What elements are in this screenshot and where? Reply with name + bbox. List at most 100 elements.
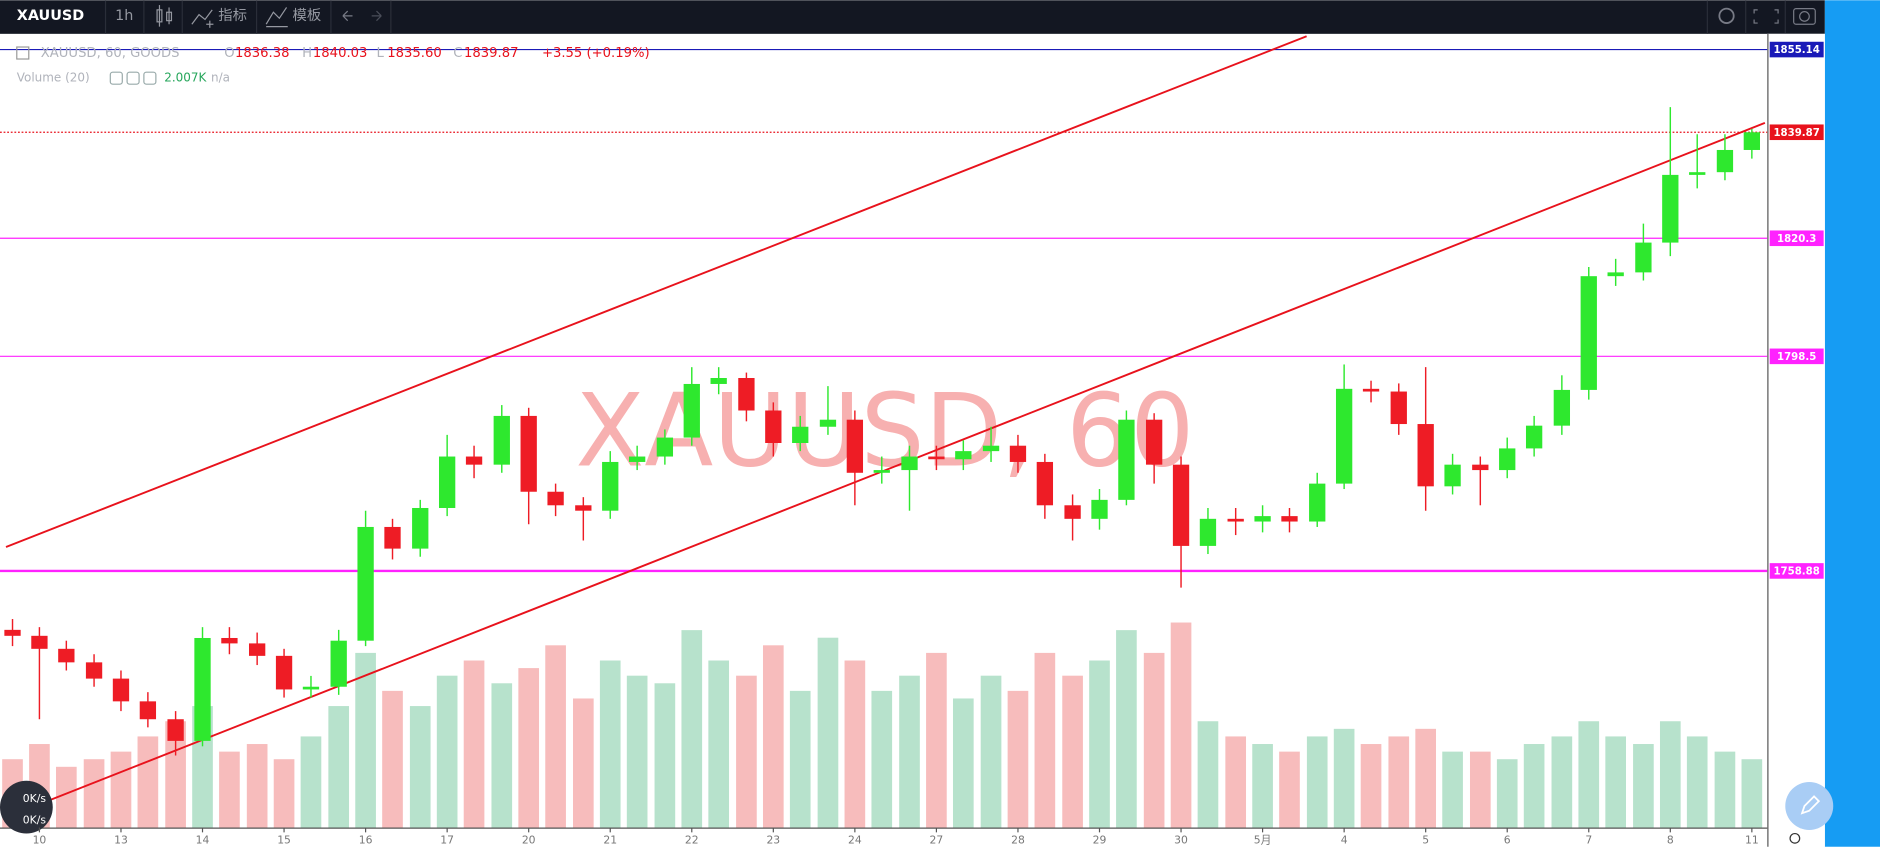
volume-bar — [56, 766, 77, 828]
volume-bar — [980, 675, 1002, 828]
volume-bar — [762, 645, 784, 828]
volume-bar — [491, 683, 513, 828]
price-label-box — [1769, 41, 1824, 58]
candle-body — [547, 491, 564, 506]
candle-body — [384, 526, 401, 549]
volume-bar — [952, 698, 974, 828]
volume-bar — [110, 751, 132, 828]
candle-body — [656, 437, 674, 457]
volume-bar — [844, 660, 866, 828]
volume-bar — [599, 660, 621, 828]
volume-bar — [1415, 728, 1437, 828]
candle-body — [1417, 424, 1434, 487]
volume-bar — [1551, 736, 1573, 828]
volume-bar — [1062, 675, 1083, 828]
toolbar — [0, 0, 1825, 34]
candle-body — [901, 456, 918, 471]
volume-bar — [1116, 630, 1137, 828]
volume-bar — [463, 660, 485, 828]
volume-icons[interactable] — [109, 71, 157, 85]
x-tick-label: 28 — [1011, 834, 1025, 847]
volume-bar — [137, 736, 159, 828]
candle-body — [873, 470, 890, 473]
x-tick-label: 22 — [685, 834, 699, 847]
candle-body — [846, 419, 864, 473]
candle-body — [1662, 174, 1679, 243]
volume-bar — [1496, 759, 1518, 828]
volume-bar — [1523, 744, 1545, 828]
candle-body — [1145, 419, 1163, 465]
redo-button[interactable] — [371, 10, 382, 22]
legend-toggle[interactable] — [16, 46, 30, 60]
chart-type-button[interactable] — [156, 5, 173, 27]
price-label-box — [1769, 348, 1824, 365]
x-tick-label: 8 — [1667, 834, 1674, 847]
edit-button[interactable] — [1785, 781, 1834, 830]
volume-bar — [1360, 744, 1382, 828]
x-tick-label: 30 — [1174, 834, 1188, 847]
candle-body — [1064, 505, 1081, 519]
volume-value: 2.007K — [164, 71, 207, 85]
snapshot-button[interactable] — [1793, 8, 1816, 25]
x-tick-label: 5 — [1422, 834, 1429, 847]
speed-down: 0K/s — [23, 813, 47, 826]
volume-bar — [708, 660, 730, 828]
candle-body — [412, 507, 429, 549]
candle-body — [683, 383, 700, 438]
candle-body — [248, 643, 266, 656]
volume-bar — [1252, 744, 1273, 828]
x-tick-label: 15 — [277, 834, 291, 847]
volume-bar — [409, 706, 431, 828]
legend-series: XAUUSD, 60, GOODS — [41, 46, 180, 61]
x-tick-label: 27 — [930, 834, 944, 847]
volume-ma: n/a — [211, 71, 230, 85]
candle-body — [1607, 272, 1624, 277]
x-tick-label: 14 — [196, 834, 210, 847]
candle-body — [1281, 516, 1298, 522]
price-label: 1798.5 — [1777, 352, 1816, 363]
candle-body — [575, 505, 592, 511]
x-tick-label: 11 — [1745, 834, 1759, 847]
trendline — [5, 35, 1307, 548]
candle-body — [1444, 464, 1461, 487]
volume-bar — [789, 690, 811, 828]
symbol-button[interactable]: XAUUSD — [17, 8, 84, 24]
candle-body — [167, 719, 184, 741]
x-tick-label: 23 — [766, 834, 780, 847]
candle-body — [1227, 518, 1244, 522]
volume-bar — [572, 698, 594, 828]
volume-legend: Volume (20) — [17, 71, 90, 85]
candle-body — [1254, 516, 1271, 522]
candle-body — [1309, 483, 1326, 522]
templates-button[interactable]: 模板 — [293, 6, 322, 24]
price-label: 1758.88 — [1773, 567, 1819, 578]
plot: XAUUSD, 60 — [0, 35, 1768, 828]
candle-body — [31, 635, 48, 649]
undo-button[interactable] — [342, 10, 353, 22]
candle-body — [520, 415, 537, 492]
volume-bar — [1225, 736, 1247, 828]
volume-bar — [681, 630, 703, 828]
candle-body — [1499, 448, 1516, 471]
settings-button[interactable] — [1718, 7, 1735, 24]
indicators-icon — [191, 9, 214, 28]
candle-body — [1036, 461, 1054, 506]
interval-button[interactable]: 1h — [115, 8, 133, 24]
price-label-box — [1769, 230, 1824, 247]
fullscreen-button[interactable] — [1753, 9, 1779, 24]
volume-bar — [300, 736, 322, 828]
legend-label: H — [302, 46, 312, 61]
legend-value: 1835.60 — [387, 46, 441, 61]
candle-body — [330, 640, 347, 687]
candle-body — [139, 701, 157, 720]
speed-up: 0K/s — [23, 792, 47, 805]
indicators-button[interactable]: 指标 — [218, 7, 247, 24]
candle-body — [275, 655, 293, 690]
price-label: 1820.3 — [1777, 234, 1816, 245]
candle-body — [112, 678, 130, 702]
volume-bar — [1089, 660, 1110, 828]
axis-settings[interactable] — [1789, 832, 1801, 844]
x-tick-label: 6 — [1504, 834, 1511, 847]
candle-body — [438, 456, 456, 508]
candle-body — [1472, 464, 1489, 471]
